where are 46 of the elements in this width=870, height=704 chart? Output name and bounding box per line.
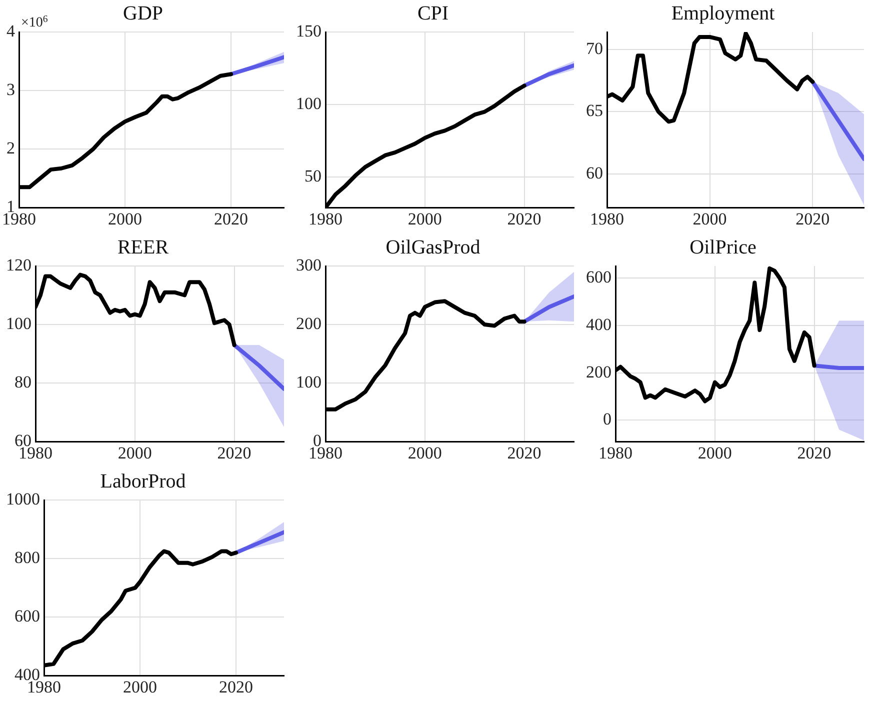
x-tick-label: 2020 <box>797 443 832 462</box>
chart-title: OilPrice <box>690 236 756 258</box>
y-tick-label: 0 <box>603 410 612 429</box>
y-tick-label: 600 <box>14 606 40 626</box>
chart-title: REER <box>117 236 170 258</box>
x-tick-label: 2020 <box>214 209 248 228</box>
y-tick-label: 200 <box>586 362 612 382</box>
x-tick-label: 1980 <box>308 209 342 228</box>
x-tick-label: 1980 <box>598 443 632 462</box>
x-tick-label: 2020 <box>796 209 830 228</box>
y-tick-label: 300 <box>296 255 322 274</box>
x-tick-label: 2000 <box>118 443 152 462</box>
x-tick-label: 2000 <box>698 443 732 462</box>
y-tick-label: 800 <box>14 548 40 567</box>
y-tick-label: 1000 <box>6 489 40 508</box>
y-tick-label: 600 <box>586 267 612 286</box>
x-tick-label: 2020 <box>507 443 542 462</box>
y-tick-label: 200 <box>296 314 322 333</box>
y-tick-label: 100 <box>6 314 32 333</box>
x-tick-label: 2000 <box>123 677 157 696</box>
x-tick-label: 2000 <box>692 209 727 228</box>
y-tick-label: 70 <box>586 38 603 58</box>
y-tick-label: 80 <box>14 372 32 392</box>
y-tick-label: 150 <box>296 21 322 40</box>
chart-title: GDP <box>122 2 164 24</box>
x-tick-label: 2000 <box>408 209 442 228</box>
chart-title: Employment <box>671 2 776 24</box>
y-tick-label: 50 <box>304 166 322 186</box>
chart-title: CPI <box>417 2 449 24</box>
y-tick-label: 65 <box>586 101 603 120</box>
chart-title: OilGasProd <box>386 236 480 258</box>
x-tick-label: 2020 <box>217 443 252 462</box>
x-tick-label: 2020 <box>507 209 542 228</box>
x-tick-label: 2000 <box>108 209 142 228</box>
x-tick-label: 2020 <box>219 677 253 696</box>
chart-title: LaborProd <box>100 470 186 492</box>
y-tick-label: 3 <box>6 80 15 99</box>
y-tick-label: 100 <box>296 372 322 392</box>
y-tick-label: 120 <box>6 255 32 274</box>
y-tick-label: 400 <box>586 314 612 334</box>
y-tick-label: 4 <box>6 21 16 40</box>
y-tick-label: 60 <box>586 163 603 182</box>
y-tick-label: 100 <box>296 94 322 114</box>
x-tick-label: 2000 <box>408 443 442 462</box>
x-tick-label: 1980 <box>590 209 624 228</box>
y-tick-label: 2 <box>6 138 15 158</box>
